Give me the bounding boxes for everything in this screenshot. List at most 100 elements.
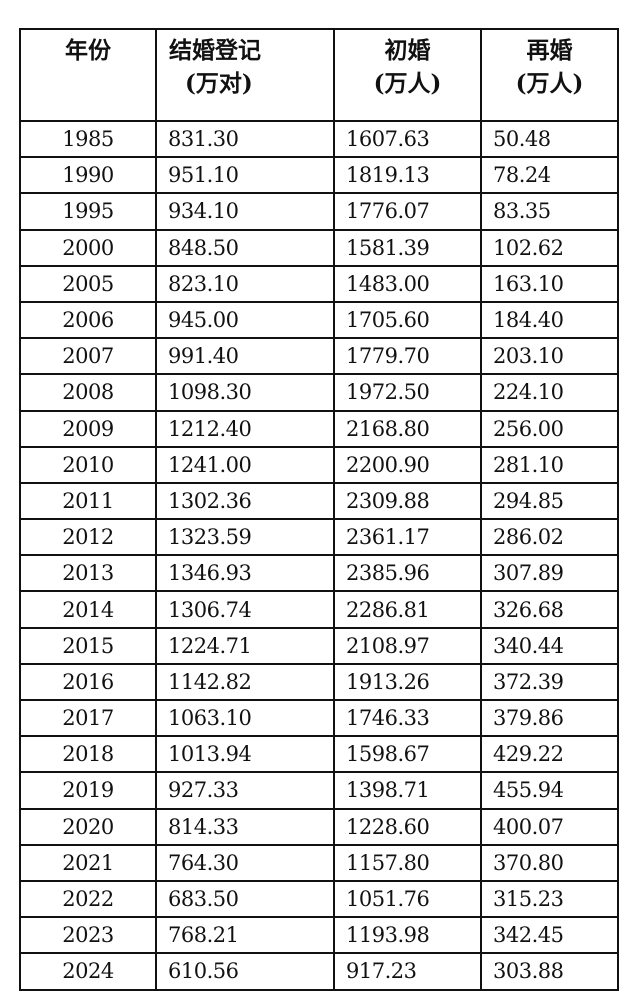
table-row: 2015 1224.71 2108.97 340.44 — [19, 626, 619, 665]
cell-remarriage: 256.00 — [480, 409, 619, 448]
cell-first-marriage: 2108.97 — [333, 626, 482, 665]
table-row: 2006 945.00 1705.60 184.40 — [19, 300, 619, 340]
cell-remarriage: 281.10 — [480, 445, 619, 484]
cell-marriage-registrations: 764.30 — [155, 843, 335, 882]
cell-marriage-registrations: 1306.74 — [155, 590, 335, 629]
cell-first-marriage: 2309.88 — [333, 481, 482, 521]
cell-remarriage: 429.22 — [480, 735, 619, 774]
table-row: 2014 1306.74 2286.81 326.68 — [19, 590, 619, 629]
header-marriage-registrations: 结婚登记 (万对) — [155, 28, 335, 122]
cell-year: 2018 — [19, 735, 157, 774]
cell-year: 2013 — [19, 554, 157, 593]
cell-first-marriage: 1746.33 — [333, 698, 482, 738]
table-row: 2009 1212.40 2168.80 256.00 — [19, 409, 619, 448]
cell-year: 2012 — [19, 518, 157, 557]
header-row: 年份 结婚登记 (万对) 初婚 (万人) 再婚 (万人) — [19, 28, 619, 122]
table-row: 2024 610.56 917.23 303.88 — [19, 952, 619, 991]
header-unit: (万人) — [515, 70, 584, 97]
cell-year: 2024 — [19, 952, 157, 991]
table-body: 1985 831.30 1607.63 50.48 1990 951.10 1819.13 7… — [19, 119, 619, 991]
cell-remarriage: 326.68 — [480, 590, 619, 629]
cell-remarriage: 379.86 — [480, 698, 619, 738]
header-title: 年份 — [65, 37, 111, 64]
cell-remarriage: 203.10 — [480, 337, 619, 376]
header-unit: (万人) — [373, 70, 442, 97]
cell-first-marriage: 1398.71 — [333, 771, 482, 810]
cell-first-marriage: 1779.70 — [333, 337, 482, 376]
cell-first-marriage: 1607.63 — [333, 119, 482, 159]
cell-marriage-registrations: 1346.93 — [155, 554, 335, 593]
cell-marriage-registrations: 934.10 — [155, 192, 335, 231]
cell-remarriage: 340.44 — [480, 626, 619, 665]
cell-remarriage: 303.88 — [480, 952, 619, 991]
header-unit: (万对) — [185, 70, 253, 97]
cell-first-marriage: 1598.67 — [333, 735, 482, 774]
cell-first-marriage: 1913.26 — [333, 662, 482, 702]
cell-year: 1985 — [19, 119, 157, 159]
cell-remarriage: 286.02 — [480, 518, 619, 557]
cell-marriage-registrations: 1098.30 — [155, 373, 335, 412]
cell-remarriage: 342.45 — [480, 916, 619, 955]
cell-remarriage: 184.40 — [480, 300, 619, 340]
table-row: 2020 814.33 1228.60 400.07 — [19, 807, 619, 846]
cell-remarriage: 224.10 — [480, 373, 619, 412]
cell-marriage-registrations: 1013.94 — [155, 735, 335, 774]
cell-marriage-registrations: 951.10 — [155, 156, 335, 195]
cell-year: 2009 — [19, 409, 157, 448]
cell-remarriage: 163.10 — [480, 264, 619, 303]
table-row: 2019 927.33 1398.71 455.94 — [19, 771, 619, 810]
cell-marriage-registrations: 814.33 — [155, 807, 335, 846]
header-title: 再婚 — [526, 37, 573, 64]
table-row: 2005 823.10 1483.00 163.10 — [19, 264, 619, 303]
cell-marriage-registrations: 1302.36 — [155, 481, 335, 521]
table-row: 1985 831.30 1607.63 50.48 — [19, 119, 619, 159]
cell-first-marriage: 917.23 — [333, 952, 482, 991]
cell-year: 2007 — [19, 337, 157, 376]
cell-remarriage: 294.85 — [480, 481, 619, 521]
cell-marriage-registrations: 945.00 — [155, 300, 335, 340]
cell-marriage-registrations: 927.33 — [155, 771, 335, 810]
cell-first-marriage: 1228.60 — [333, 807, 482, 846]
header-year: 年份 — [19, 28, 157, 122]
cell-year: 2010 — [19, 445, 157, 484]
cell-marriage-registrations: 1142.82 — [155, 662, 335, 702]
cell-year: 2023 — [19, 916, 157, 955]
marriage-statistics-table: 年份 结婚登记 (万对) 初婚 (万人) 再婚 (万人) 1985 831.30 1607… — [19, 28, 619, 991]
cell-marriage-registrations: 1241.00 — [155, 445, 335, 484]
table-row: 2022 683.50 1051.76 315.23 — [19, 879, 619, 919]
cell-first-marriage: 1581.39 — [333, 228, 482, 267]
table-row: 2013 1346.93 2385.96 307.89 — [19, 554, 619, 593]
table-row: 2008 1098.30 1972.50 224.10 — [19, 373, 619, 412]
cell-remarriage: 372.39 — [480, 662, 619, 702]
cell-year: 2000 — [19, 228, 157, 267]
cell-marriage-registrations: 1224.71 — [155, 626, 335, 665]
table-row: 1990 951.10 1819.13 78.24 — [19, 156, 619, 195]
cell-marriage-registrations: 1212.40 — [155, 409, 335, 448]
cell-marriage-registrations: 610.56 — [155, 952, 335, 991]
cell-year: 2017 — [19, 698, 157, 738]
header-title: 初婚 — [384, 37, 431, 64]
table-row: 2007 991.40 1779.70 203.10 — [19, 337, 619, 376]
cell-remarriage: 83.35 — [480, 192, 619, 231]
cell-remarriage: 307.89 — [480, 554, 619, 593]
cell-first-marriage: 2385.96 — [333, 554, 482, 593]
cell-year: 2006 — [19, 300, 157, 340]
cell-first-marriage: 1972.50 — [333, 373, 482, 412]
cell-year: 1990 — [19, 156, 157, 195]
cell-year: 2022 — [19, 879, 157, 919]
cell-first-marriage: 2200.90 — [333, 445, 482, 484]
cell-first-marriage: 1705.60 — [333, 300, 482, 340]
cell-year: 2005 — [19, 264, 157, 303]
table-row: 1995 934.10 1776.07 83.35 — [19, 192, 619, 231]
cell-year: 2011 — [19, 481, 157, 521]
cell-marriage-registrations: 831.30 — [155, 119, 335, 159]
cell-first-marriage: 1819.13 — [333, 156, 482, 195]
header-first-marriage: 初婚 (万人) — [333, 28, 482, 122]
table-row: 2017 1063.10 1746.33 379.86 — [19, 698, 619, 738]
cell-marriage-registrations: 991.40 — [155, 337, 335, 376]
cell-first-marriage: 1051.76 — [333, 879, 482, 919]
cell-year: 2016 — [19, 662, 157, 702]
table-row: 2021 764.30 1157.80 370.80 — [19, 843, 619, 882]
cell-year: 2019 — [19, 771, 157, 810]
cell-marriage-registrations: 1323.59 — [155, 518, 335, 557]
